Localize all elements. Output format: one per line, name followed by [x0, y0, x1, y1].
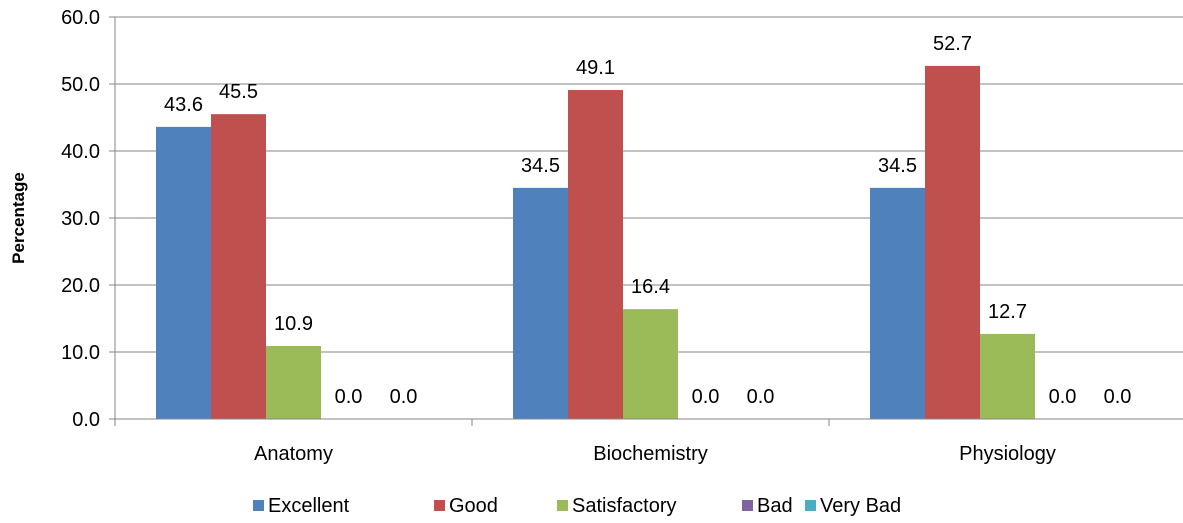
legend-swatch: [253, 500, 264, 511]
data-label: 45.5: [219, 81, 258, 103]
y-tick-label: 0.0: [72, 409, 100, 431]
data-label: 52.7: [933, 33, 972, 55]
bar-excellent: [513, 187, 568, 419]
legend-label: Satisfactory: [572, 495, 676, 517]
data-label: 43.6: [164, 94, 203, 116]
x-tick-label: Anatomy: [254, 443, 333, 465]
legend-swatch: [557, 500, 568, 511]
legend: Excellent Good Satisfactory Bad Very Bad: [253, 495, 901, 517]
legend-item: Satisfactory: [557, 495, 676, 517]
legend-item: Good: [434, 495, 498, 517]
data-labels: 43.6 34.5 34.5 45.5 49.1 52.7 10.9 16.4 12.7 0.0 0…: [164, 33, 1131, 408]
bar-satisfactory: [266, 345, 321, 419]
y-tick-label: 30.0: [61, 208, 100, 230]
legend-label: Very Bad: [820, 495, 901, 517]
y-tick-label: 10.0: [61, 342, 100, 364]
bar-satisfactory: [623, 309, 678, 419]
data-label: 0.0: [390, 386, 418, 408]
y-tick-label: 50.0: [61, 74, 100, 96]
legend-swatch: [742, 500, 753, 511]
legend-swatch: [805, 500, 816, 511]
data-label: 49.1: [576, 57, 615, 79]
data-label: 12.7: [988, 301, 1027, 323]
data-label: 10.9: [274, 313, 313, 335]
data-label: 34.5: [878, 155, 917, 177]
legend-item: Very Bad: [805, 495, 901, 517]
data-label: 34.5: [521, 155, 560, 177]
bar-good: [925, 65, 980, 419]
legend-label: Good: [449, 495, 498, 517]
axes: 0.0 10.0 20.0 30.0 40.0 50.0 60.0 Anatomy Bioche…: [61, 7, 1183, 465]
y-tick-label: 20.0: [61, 275, 100, 297]
data-label: 0.0: [747, 386, 775, 408]
bar-excellent: [870, 187, 925, 419]
data-label: 0.0: [335, 386, 363, 408]
y-tick-label: 60.0: [61, 7, 100, 29]
y-axis-title: Percentage: [9, 172, 28, 264]
data-label: 16.4: [631, 276, 670, 298]
legend-item: Excellent: [253, 495, 350, 517]
bar-satisfactory: [980, 333, 1035, 419]
x-tick-label: Biochemistry: [593, 443, 707, 465]
legend-label: Bad: [757, 495, 793, 517]
bar-good: [568, 90, 623, 419]
legend-label: Excellent: [268, 495, 350, 517]
legend-swatch: [434, 500, 445, 511]
bars: [156, 65, 1035, 420]
bar-excellent: [156, 126, 211, 419]
legend-item: Bad: [742, 495, 793, 517]
y-tick-label: 40.0: [61, 141, 100, 163]
x-tick-label: Physiology: [959, 443, 1056, 465]
data-label: 0.0: [692, 386, 720, 408]
bar-good: [211, 114, 266, 420]
data-label: 0.0: [1104, 386, 1132, 408]
data-label: 0.0: [1049, 386, 1077, 408]
